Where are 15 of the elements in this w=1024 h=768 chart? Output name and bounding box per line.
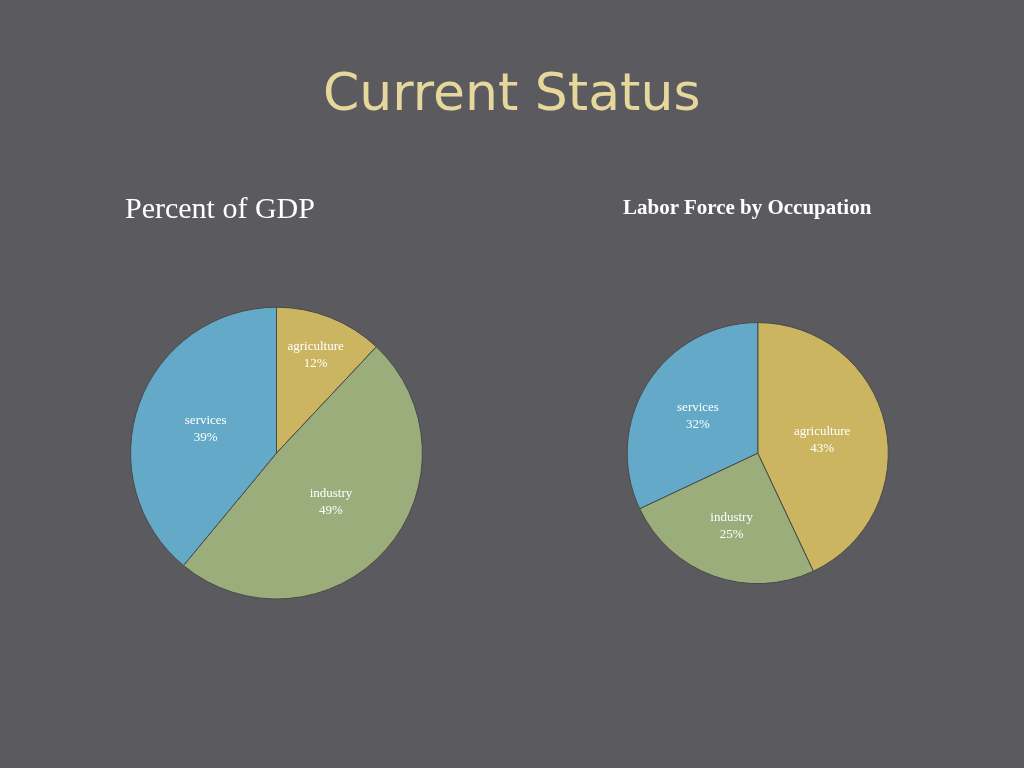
chart-title: Labor Force by Occupation [623, 195, 872, 219]
data-label: 43% [810, 439, 835, 455]
slice-label: industry [710, 509, 754, 525]
data-label: 12% [303, 354, 328, 370]
data-label: 39% [193, 428, 218, 444]
data-label: 32% [686, 416, 711, 432]
chart-title: Percent of GDP [125, 191, 315, 224]
data-label: 49% [319, 502, 344, 518]
slice-label: agriculture [287, 338, 345, 353]
text: Current Status [323, 62, 701, 122]
slice-label: industry [309, 485, 353, 501]
slice-label: services [184, 411, 227, 427]
slice-label: services [677, 399, 719, 415]
data-label: 25% [719, 526, 744, 542]
slice-label: agriculture [793, 422, 851, 438]
